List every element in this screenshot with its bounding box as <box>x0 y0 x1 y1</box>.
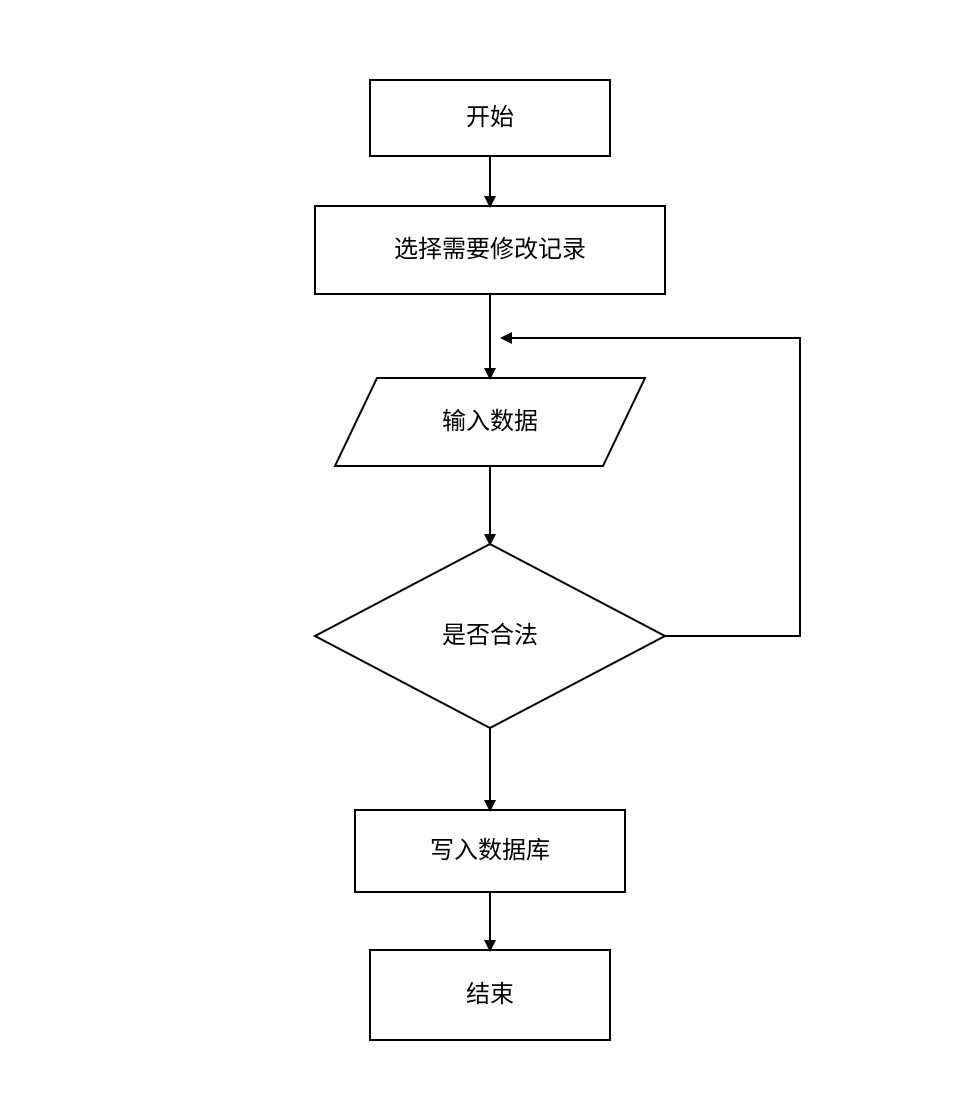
edge-decision-loop <box>502 338 800 636</box>
node-write-label: 写入数据库 <box>430 837 550 864</box>
node-input-label: 输入数据 <box>442 408 538 435</box>
node-start: 开始 <box>370 80 610 156</box>
node-write: 写入数据库 <box>355 810 625 892</box>
node-select-label: 选择需要修改记录 <box>394 236 586 263</box>
node-decision: 是否合法 <box>315 544 665 728</box>
flowchart-canvas: 开始 选择需要修改记录 输入数据 是否合法 写入数据库 <box>0 0 976 1108</box>
node-start-label: 开始 <box>466 104 514 131</box>
node-end: 结束 <box>370 950 610 1040</box>
node-decision-label: 是否合法 <box>442 622 538 649</box>
node-select: 选择需要修改记录 <box>315 206 665 294</box>
node-end-label: 结束 <box>466 981 514 1008</box>
node-input: 输入数据 <box>335 378 645 466</box>
